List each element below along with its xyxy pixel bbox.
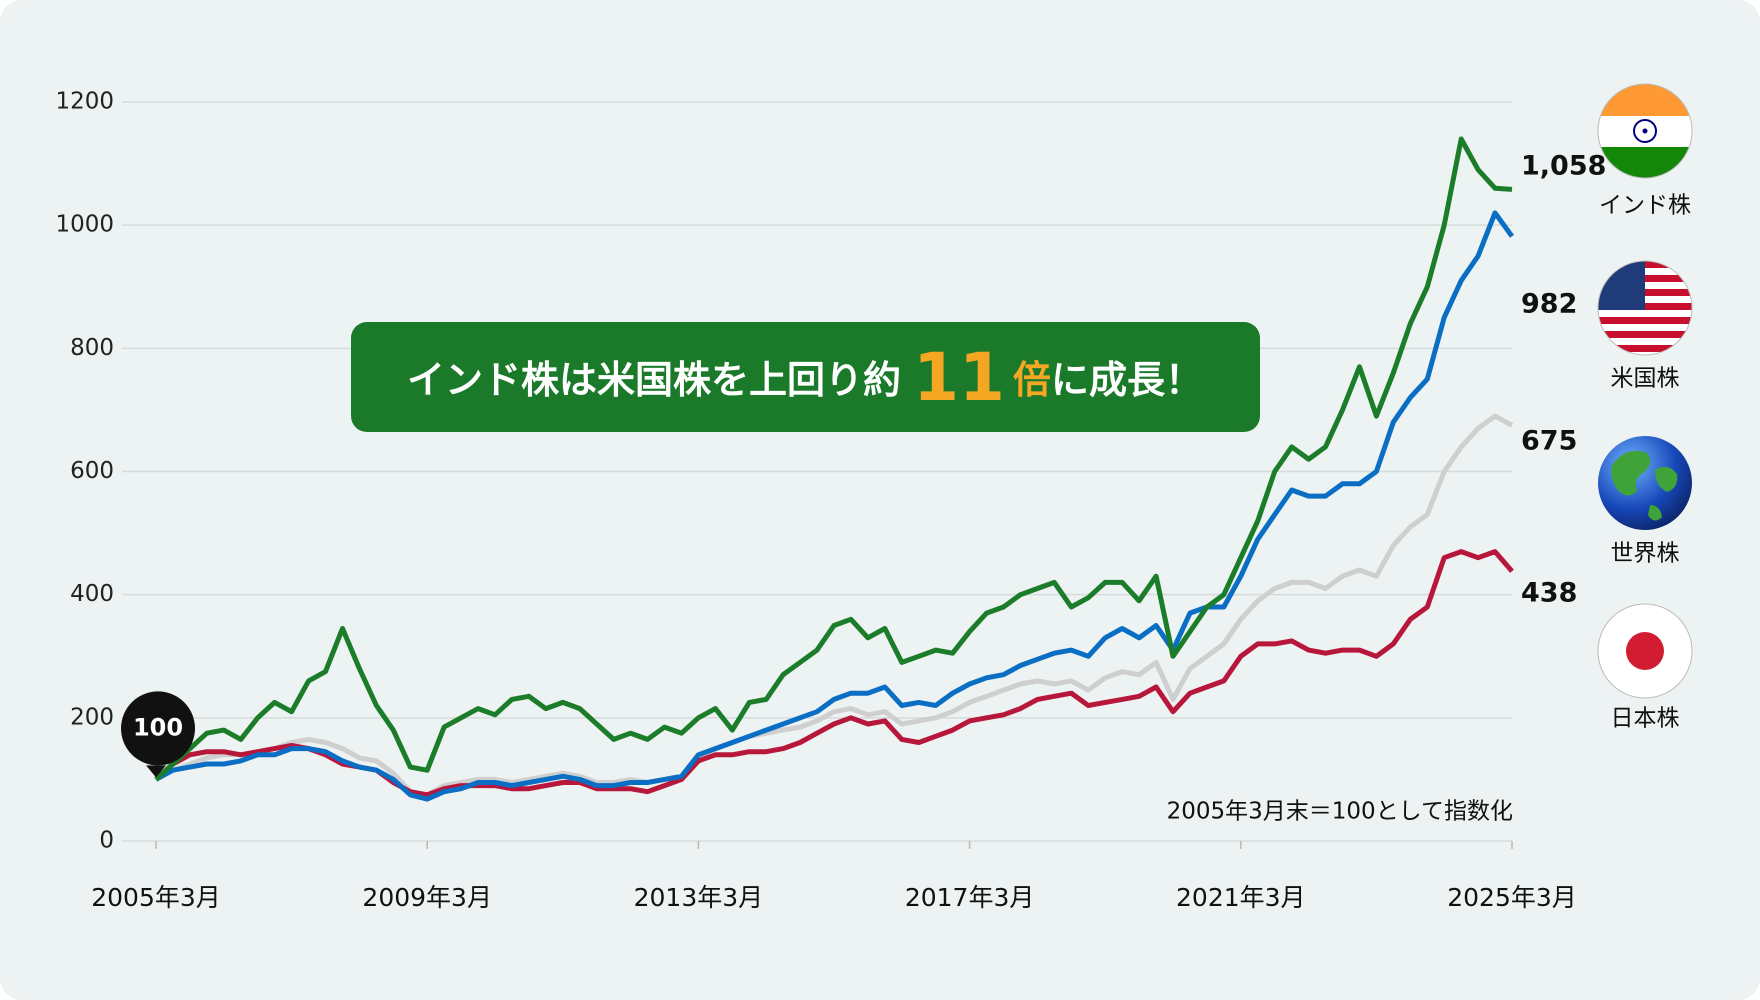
series-line [154,136,1513,782]
y-tick-label: 600 [70,458,114,484]
x-tick-label: 2013年3月 [634,883,764,912]
flag-india [1597,83,1693,179]
y-tick-label: 200 [70,704,114,730]
flag-globe [1598,436,1692,530]
legend-label: 米国株 [1611,366,1680,392]
y-tick-label: 1000 [55,212,114,238]
x-tick-label: 2009年3月 [362,883,492,912]
end-label: 982 [1521,289,1577,320]
flag-japan [1597,603,1693,699]
banner-part: インド株は米国株を上回り約 [407,358,901,402]
end-label: 438 [1521,578,1577,609]
banner-part: に成長！ [1051,358,1203,402]
y-tick-label: 400 [70,581,114,607]
banner-box [351,322,1260,432]
banner: インド株は米国株を上回り約 11 倍に成長！ [351,322,1260,432]
end-label: 1,058 [1521,151,1606,182]
legend-label: インド株 [1599,193,1691,219]
start-bubble [121,691,195,766]
plot: 0 200 400 600 800 1000 1200 2005年3月 2009年3月 2013年… [55,89,1606,913]
y-tick-label: 1200 [55,89,114,115]
series-line [154,413,1514,798]
note: 2005年3月末＝100として指数化 [1167,799,1513,825]
end-label: 675 [1521,426,1577,457]
start-bubble [146,765,166,778]
banner-text: インド株は米国株を上回り約 11 倍に成長！ [407,339,1203,416]
x-tick-label: 2021年3月 [1176,883,1306,912]
y-tick-label: 800 [70,335,114,361]
x-tick-label: 2025年3月 [1447,883,1577,912]
y-tick-label: 0 [99,828,114,854]
banner-number: 11 [913,339,1005,416]
flag-usa [1597,260,1693,356]
banner-part: 倍 [1013,358,1051,402]
legend-label: 日本株 [1611,706,1680,732]
start-label: 100 [133,713,183,741]
x-tick-label: 2005年3月 [91,883,221,912]
x-tick-label: 2017年3月 [905,883,1035,912]
legend-label: 世界株 [1611,541,1680,567]
series-line [154,210,1515,802]
